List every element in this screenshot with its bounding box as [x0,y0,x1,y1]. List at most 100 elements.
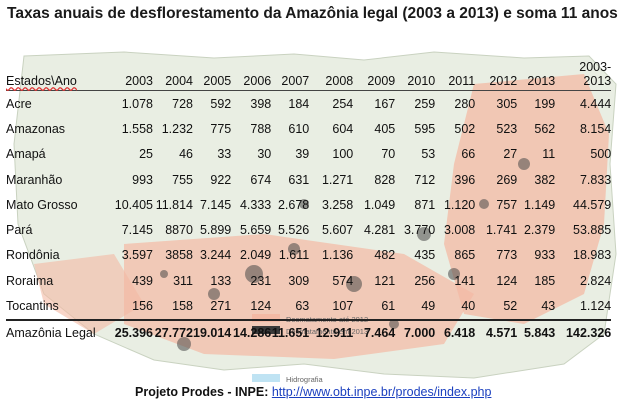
value-cell: 439 [132,273,153,288]
value-cell: 11.814 [155,197,193,212]
source-footer: Projeto Prodes - INPE: http://www.obt.in… [135,385,491,399]
value-cell: 280 [454,96,476,111]
value-cell: 3.597 [121,248,153,263]
table-row: Mato Grosso 10.405 11.814 7.145 4.333 2.678 3.… [6,192,611,217]
value-cell: 7.145 [199,197,232,212]
year-header: 2005 [193,60,232,91]
legend-item-3: Hidrografia [286,375,323,384]
sum-cell: 2.824 [579,273,612,288]
value-cell: 993 [132,172,153,187]
value-cell: 1.271 [321,172,354,187]
value-cell: 1.078 [121,96,153,111]
value-cell: 3.008 [443,223,476,238]
table-header-row: Estados\Ano 2003 2004 2005 2006 2007 200… [6,60,612,91]
total-value-cell: 5.843 [517,318,556,346]
value-cell: 2.678 [277,197,310,212]
value-cell: 231 [250,273,272,288]
total-value-cell: 11.651 [271,318,310,346]
page-title: Taxas anuais de desflorestamento da Amaz… [7,5,618,22]
state-name: Mato Grosso [6,197,78,212]
table-row: Acre 1.078 728 592 398 184 254 167 259 280 305 199 4… [6,91,611,117]
value-cell: 3.244 [199,248,232,263]
value-cell: 141 [454,273,476,288]
value-cell: 158 [172,299,193,314]
total-value-cell: 19.014 [193,318,232,346]
value-cell: 39 [295,147,310,162]
total-label: Amazônia Legal [6,318,108,346]
state-name: Tocantins [6,299,59,314]
source-link[interactable]: http://www.obt.inpe.br/prodes/index.php [271,385,492,399]
value-cell: 11 [542,147,556,162]
value-cell: 775 [210,121,232,136]
value-cell: 184 [288,96,310,111]
value-cell: 728 [172,96,193,111]
value-cell: 631 [288,172,310,187]
value-cell: 269 [496,172,518,187]
value-cell: 871 [414,197,436,212]
value-cell: 256 [414,273,436,288]
sum-cell: 7.833 [579,172,612,187]
year-header: 2010 [395,60,436,91]
value-cell: 1.149 [523,197,556,212]
value-cell: 309 [288,273,310,288]
value-cell: 185 [534,273,556,288]
value-cell: 5.607 [321,223,354,238]
state-name: Acre [6,96,32,111]
value-cell: 2.379 [523,223,556,238]
value-cell: 156 [132,299,153,314]
deforestation-table: Estados\Ano 2003 2004 2005 2006 2007 200… [6,60,612,346]
year-header: 2011 [435,60,476,91]
table-row: Pará 7.145 8870 5.899 5.659 5.526 5.607 4.281 3.… [6,217,611,242]
value-cell: 271 [210,299,232,314]
value-cell: 5.526 [277,223,310,238]
table-row: Rondônia 3.597 3858 3.244 2.049 1.611 1.136 482… [6,243,611,268]
state-name: Rondônia [6,248,60,263]
value-cell: 482 [374,248,396,263]
total-sum-cell: 142.326 [555,318,612,346]
table-row: Amazonas 1.558 1.232 775 788 610 604 405 595 502 5… [6,116,611,141]
value-cell: 133 [210,273,232,288]
value-cell: 757 [496,197,518,212]
value-cell: 25 [139,147,153,162]
value-cell: 4.333 [239,197,272,212]
value-cell: 61 [381,299,396,314]
value-cell: 124 [250,299,272,314]
sum-cell: 500 [590,147,612,162]
year-header: 2003 [108,60,153,91]
source-label: Projeto Prodes - INPE: [135,385,269,399]
table-row: Tocantins 156 158 271 124 63 107 61 49 40 52 43 1.12… [6,293,611,319]
value-cell: 30 [257,147,272,162]
sum-cell: 1.124 [579,299,612,314]
year-header: 2006 [231,60,272,91]
value-cell: 100 [332,147,354,162]
value-cell: 311 [173,273,193,288]
total-value-cell: 25.396 [108,318,153,346]
value-cell: 49 [421,299,436,314]
deforest-old-west [34,254,144,334]
value-cell: 46 [179,147,193,162]
value-cell: 167 [374,96,396,111]
value-cell: 63 [295,299,310,314]
value-cell: 398 [250,96,272,111]
year-header: 2009 [353,60,396,91]
state-name: Amazonas [6,121,66,136]
year-header: 2012 [475,60,518,91]
value-cell: 254 [332,96,354,111]
deforest-old-east [444,74,609,324]
value-cell: 604 [332,121,354,136]
value-cell: 933 [534,248,556,263]
value-cell: 773 [496,248,518,263]
sum-cell: 8.154 [579,121,612,136]
total-row: Amazônia Legal 25.396 27.772 19.014 14.286 11… [6,318,612,346]
table-row: Amapá 25 46 33 30 39 100 70 53 66 27 11 500 [6,142,611,167]
value-cell: 595 [414,121,436,136]
total-value-cell: 4.571 [475,318,518,346]
year-header: 2004 [153,60,193,91]
value-cell: 3.258 [321,197,354,212]
value-cell: 435 [414,248,436,263]
value-cell: 1.611 [278,248,310,263]
value-cell: 43 [541,299,556,314]
corner-header: Estados\Ano [6,60,108,91]
value-cell: 1.120 [443,197,476,212]
value-cell: 828 [374,172,396,187]
